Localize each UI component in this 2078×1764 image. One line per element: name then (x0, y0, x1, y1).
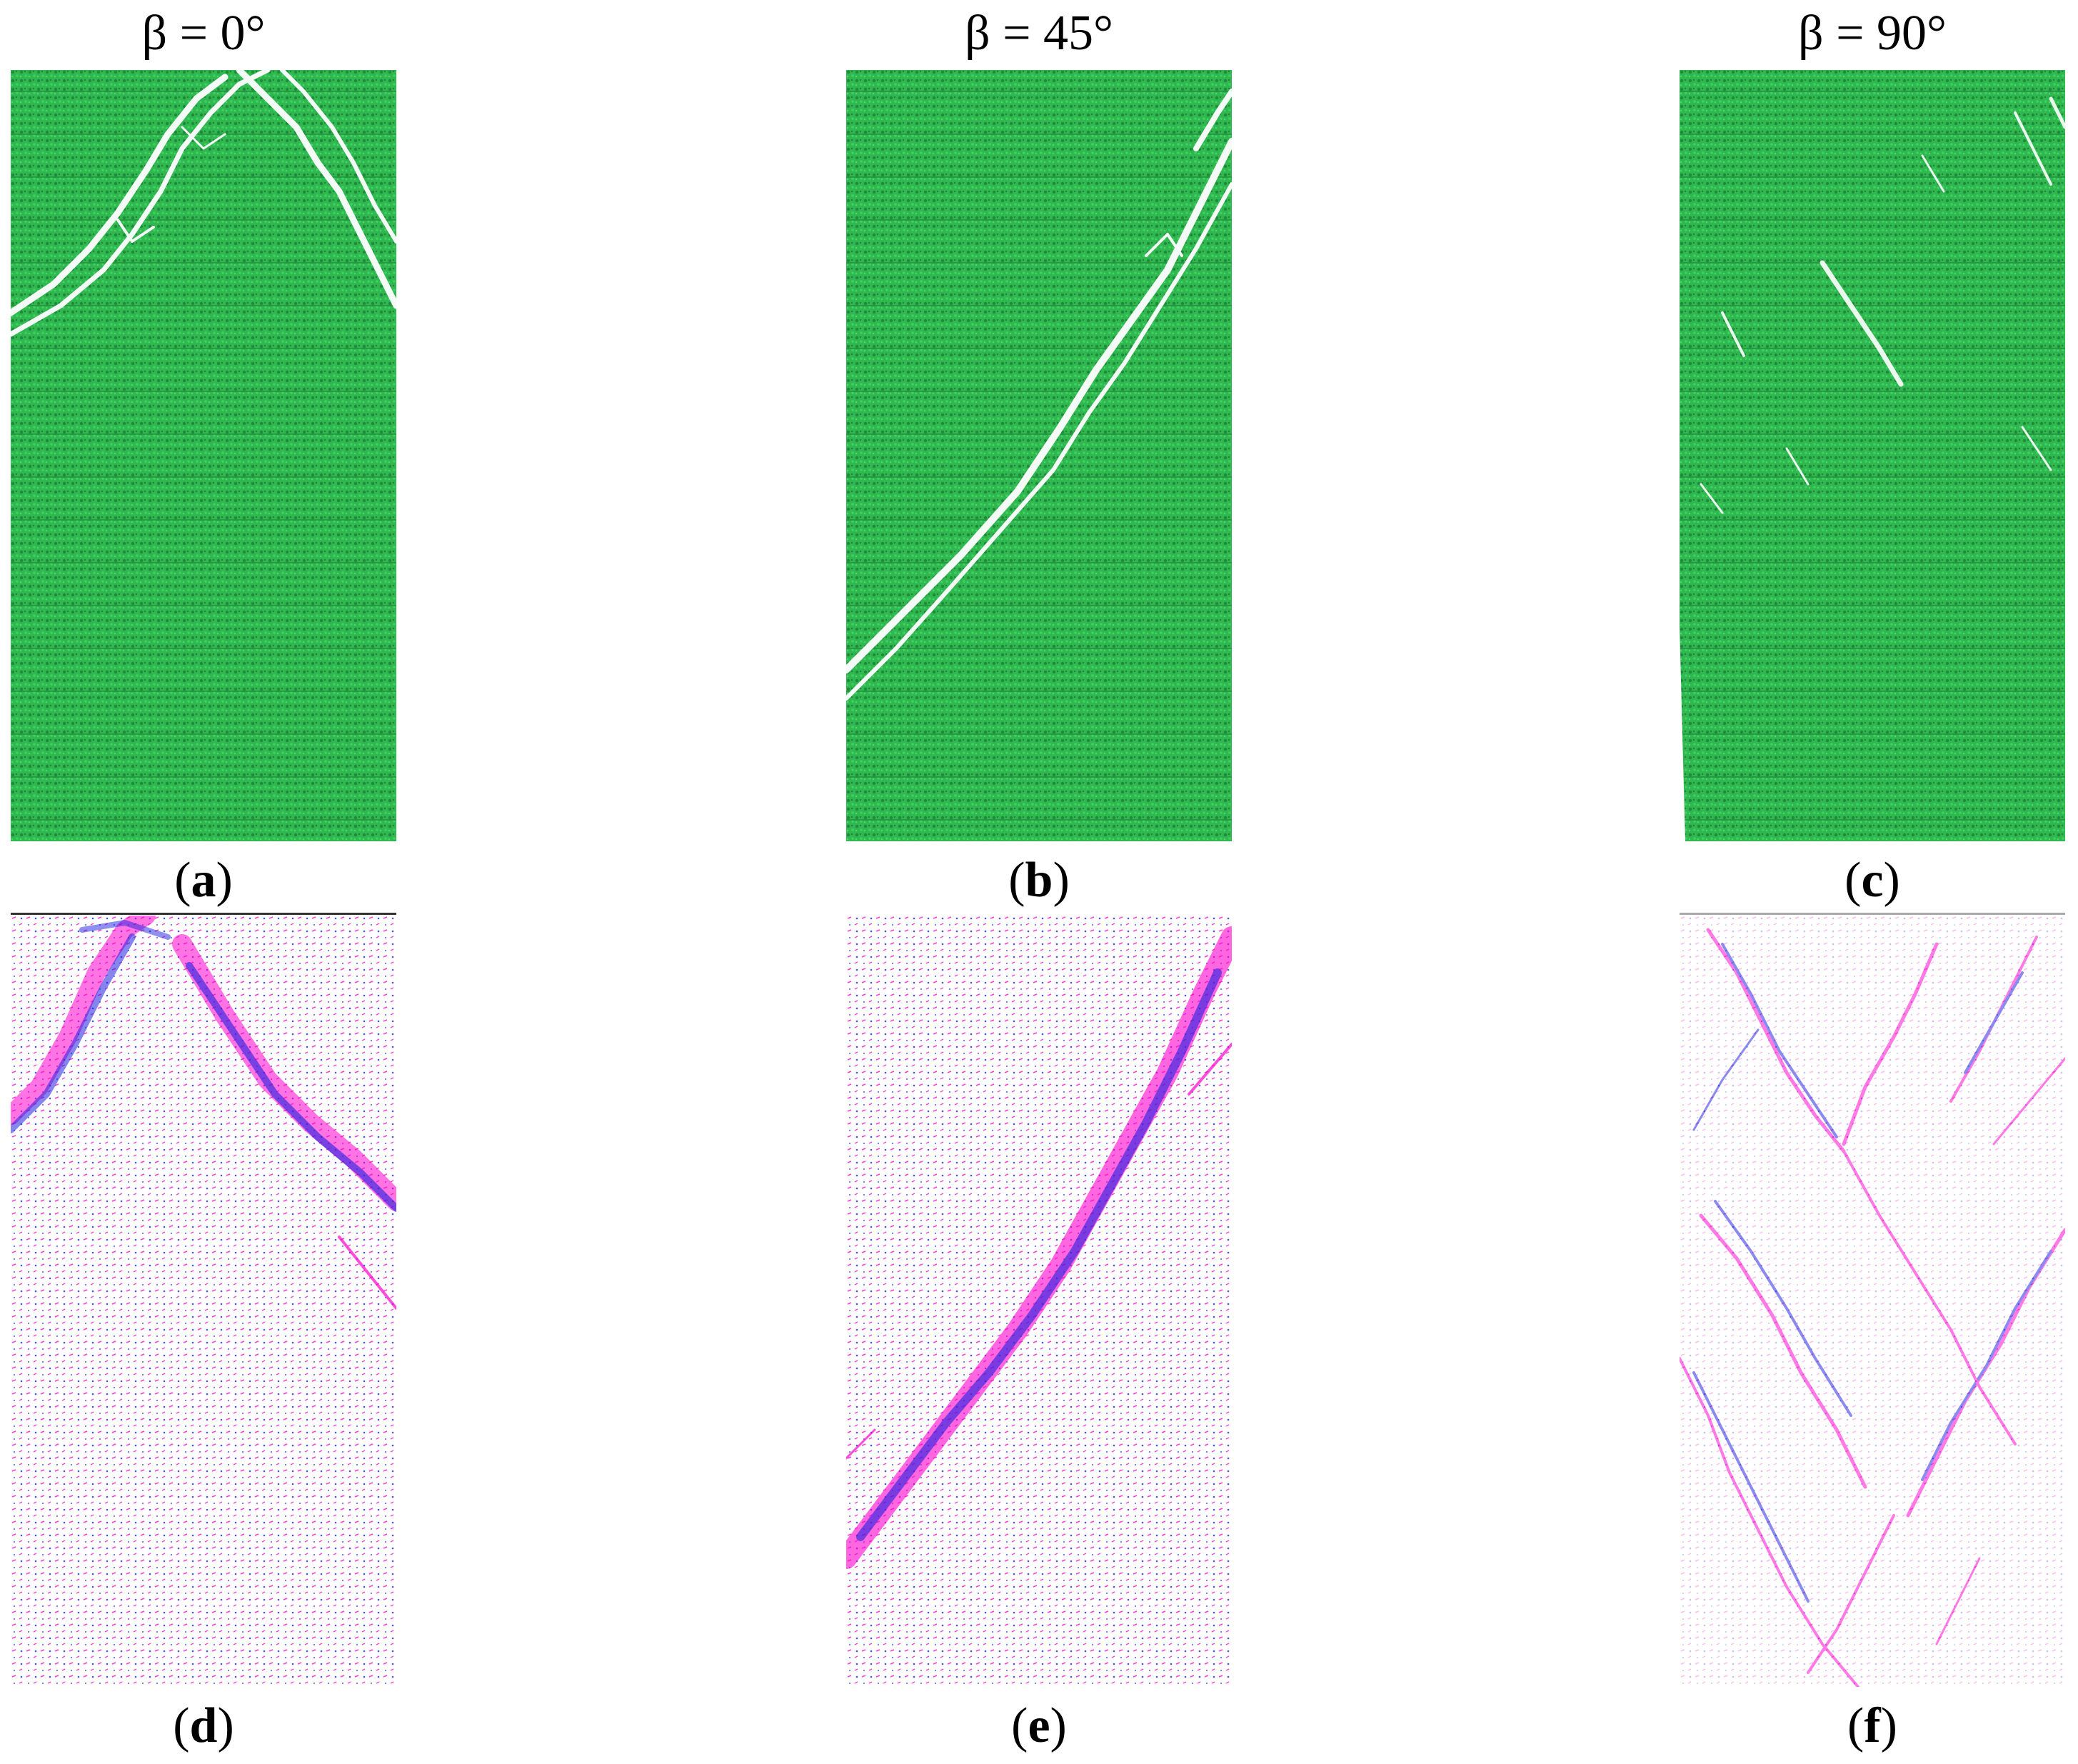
caption-a-open: ( (174, 853, 191, 908)
caption-e-open: ( (1011, 1698, 1028, 1753)
caption-d: (d) (11, 1694, 396, 1758)
caption-a-letter: a (191, 853, 216, 908)
caption-f: (f) (1680, 1694, 2065, 1758)
caption-f-close: ) (1880, 1698, 1897, 1753)
caption-e: (e) (846, 1694, 1232, 1758)
panel-b-particle-model (846, 70, 1232, 841)
panel-e-crack-map (846, 916, 1232, 1687)
panel-c-particle-model (1680, 70, 2065, 841)
caption-d-close: ) (217, 1698, 234, 1753)
caption-c: (c) (1680, 848, 2065, 913)
panel-d-crack-map (11, 916, 396, 1687)
caption-d-open: ( (173, 1698, 190, 1753)
caption-b-close: ) (1053, 853, 1070, 908)
caption-f-open: ( (1847, 1698, 1864, 1753)
caption-c-letter: c (1861, 853, 1884, 908)
angle-label-90: β = 90° (1797, 6, 1947, 61)
caption-e-close: ) (1050, 1698, 1067, 1753)
panel-a-particle-model (11, 70, 396, 841)
caption-b-open: ( (1008, 853, 1025, 908)
caption-e-letter: e (1028, 1698, 1050, 1753)
caption-d-letter: d (189, 1698, 218, 1753)
caption-a-close: ) (216, 853, 233, 908)
caption-f-letter: f (1864, 1698, 1881, 1753)
caption-b-letter: b (1025, 853, 1053, 908)
angle-label-45: β = 45° (964, 6, 1114, 61)
caption-c-close: ) (1883, 853, 1900, 908)
angle-label-0: β = 0° (141, 6, 266, 61)
panel-d-top-border (11, 913, 396, 915)
panel-f-top-border (1680, 913, 2065, 915)
caption-b: (b) (846, 848, 1232, 913)
caption-a: (a) (11, 848, 396, 913)
caption-c-open: ( (1844, 853, 1862, 908)
panel-f-crack-map (1680, 916, 2065, 1687)
